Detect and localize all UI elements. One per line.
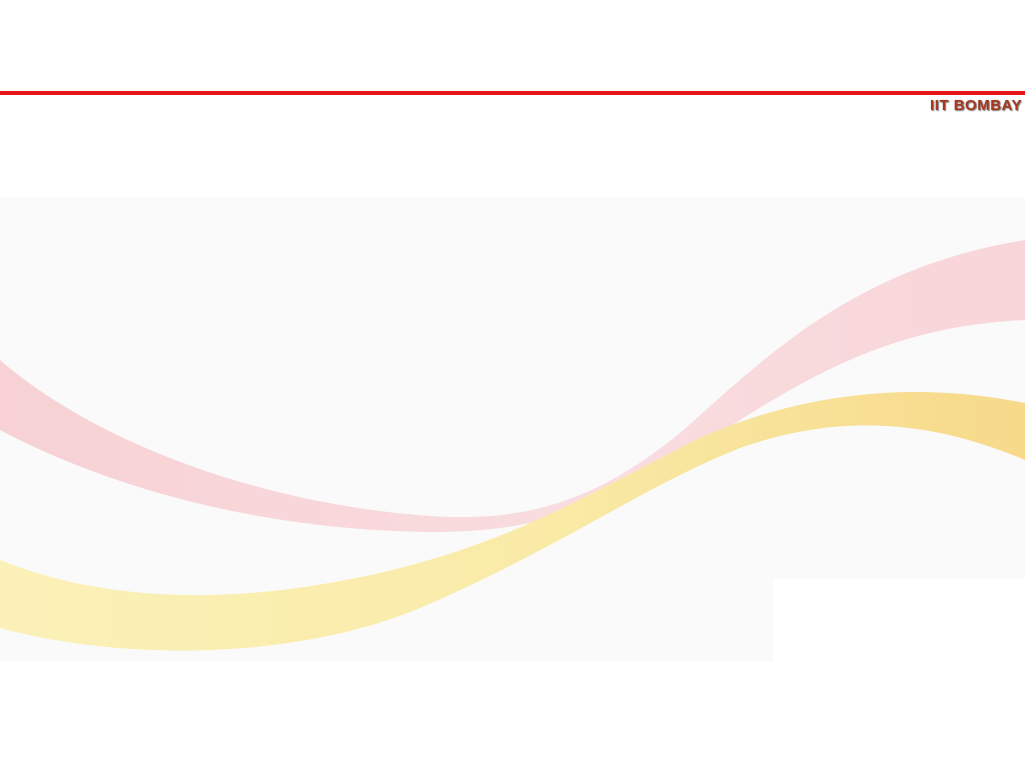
header-rule xyxy=(0,91,1025,95)
brand-logo-text: IIT BOMBAY xyxy=(930,97,1022,114)
pink-wave xyxy=(0,240,1025,533)
wave-graphic xyxy=(0,198,1025,662)
yellow-wave xyxy=(0,391,1025,651)
wave-background-panel xyxy=(0,198,1025,662)
panel-notch xyxy=(773,579,1025,662)
